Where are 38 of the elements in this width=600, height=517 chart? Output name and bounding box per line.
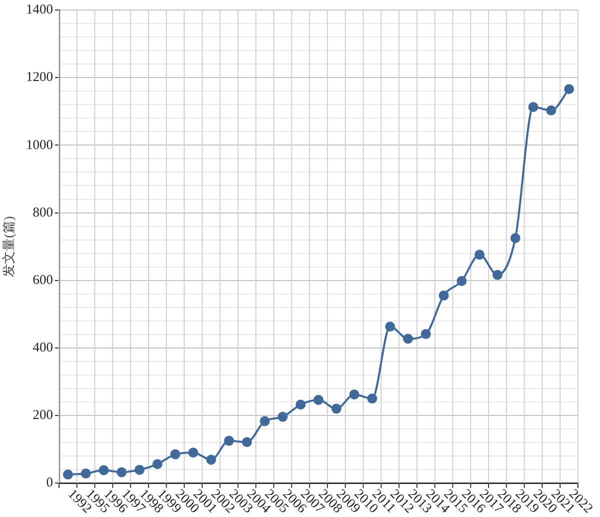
point: [134, 464, 145, 475]
y-tick-label: 1000: [26, 136, 54, 152]
point: [296, 400, 306, 410]
point: [564, 84, 574, 94]
point: [80, 468, 91, 479]
y-tick-label: 1200: [26, 69, 54, 84]
point: [242, 437, 252, 448]
y-tick-label: 400: [32, 339, 54, 354]
point: [528, 102, 538, 112]
point: [510, 233, 520, 244]
point: [367, 394, 378, 404]
point: [62, 470, 73, 480]
point: [152, 459, 162, 470]
point: [314, 394, 324, 405]
point: [188, 448, 198, 458]
point: [98, 465, 109, 476]
point: [456, 276, 467, 286]
point: [278, 412, 288, 422]
point: [546, 105, 556, 116]
point: [438, 290, 449, 301]
point: [206, 454, 216, 465]
point: [170, 449, 180, 460]
y-tick-label: 200: [32, 406, 54, 422]
point: [331, 404, 342, 414]
point: [224, 436, 234, 446]
y-tick-label: 800: [32, 204, 54, 220]
point: [420, 329, 431, 340]
point: [385, 322, 396, 332]
point: [402, 334, 413, 344]
y-tick-label: 600: [32, 272, 54, 287]
point: [474, 250, 485, 260]
y-tick-label: 1400: [26, 2, 54, 17]
point: [260, 416, 270, 426]
y-tick-label: 0: [46, 474, 54, 490]
point: [492, 270, 502, 280]
y-axis-title: 发文量(篇): [1, 216, 16, 277]
point: [116, 467, 127, 478]
point: [349, 390, 360, 400]
